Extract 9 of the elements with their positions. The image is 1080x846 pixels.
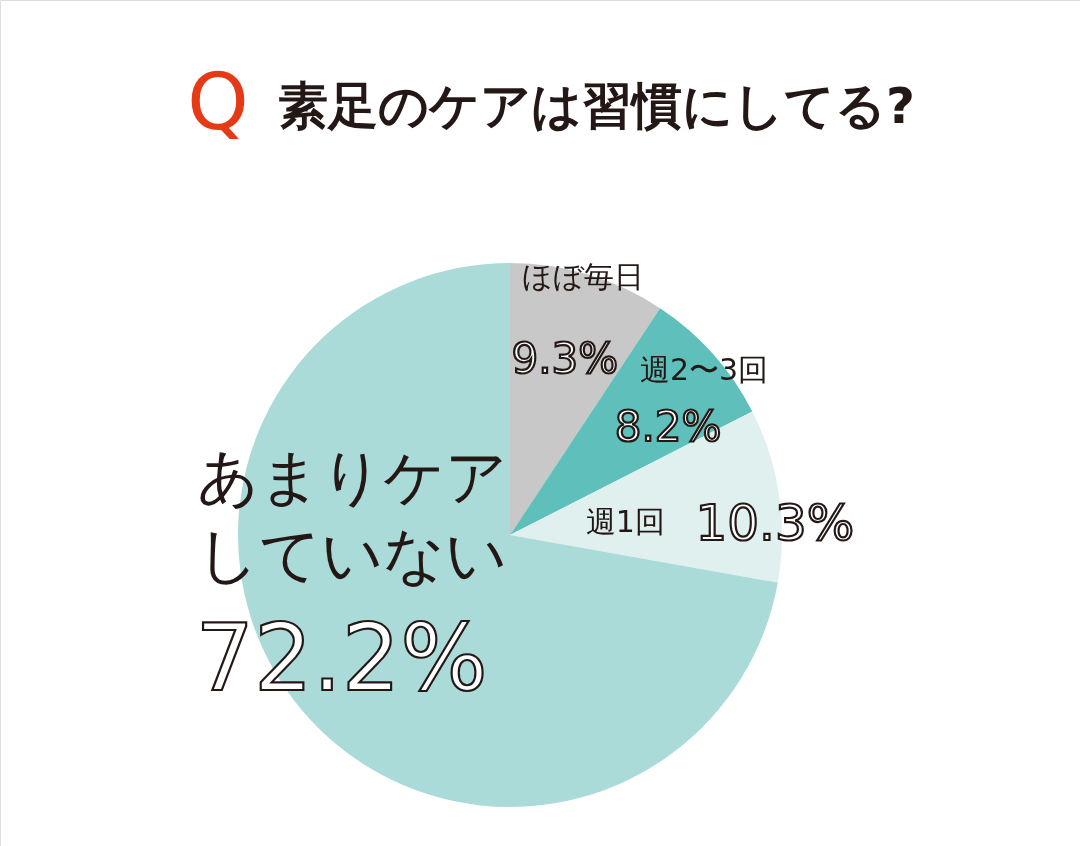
data-label: 8.2% — [614, 401, 722, 451]
slice-label: 週1回 — [585, 503, 665, 539]
data-label: 72.2% — [195, 605, 488, 713]
text: Q — [187, 57, 249, 147]
slice-label: あまりケアしていない — [197, 440, 508, 590]
data-label: 10.3% — [695, 494, 855, 553]
data-label: 9.3% — [511, 334, 619, 384]
slice-label: ほぼ毎日 — [521, 259, 644, 295]
chart-title: 素足のケアは習慣にしてる? — [278, 77, 916, 135]
